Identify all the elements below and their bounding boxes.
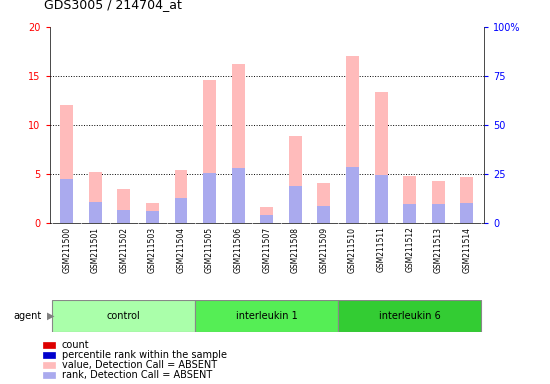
Text: GSM211508: GSM211508 xyxy=(291,227,300,273)
Bar xyxy=(260,207,273,223)
Bar xyxy=(43,342,54,348)
Bar xyxy=(43,372,54,378)
Bar xyxy=(375,175,388,223)
Bar xyxy=(346,167,359,223)
Bar xyxy=(203,173,216,223)
Text: ▶: ▶ xyxy=(47,311,54,321)
Bar xyxy=(60,179,73,223)
Text: interleukin 6: interleukin 6 xyxy=(379,311,441,321)
Bar xyxy=(403,204,416,223)
Bar xyxy=(195,300,338,332)
Bar xyxy=(146,211,159,223)
Text: count: count xyxy=(62,340,89,350)
Text: GSM211511: GSM211511 xyxy=(377,227,386,272)
Bar xyxy=(317,182,331,223)
Text: GSM211510: GSM211510 xyxy=(348,227,357,273)
Text: GSM211505: GSM211505 xyxy=(205,227,214,273)
Bar xyxy=(338,300,481,332)
Bar xyxy=(232,168,245,223)
Text: control: control xyxy=(107,311,141,321)
Text: GSM211506: GSM211506 xyxy=(234,227,243,273)
Bar xyxy=(60,105,73,223)
Text: GDS3005 / 214704_at: GDS3005 / 214704_at xyxy=(44,0,182,12)
Text: agent: agent xyxy=(13,311,41,321)
Bar xyxy=(432,204,445,223)
Bar xyxy=(346,56,359,223)
Bar xyxy=(117,210,130,223)
Text: GSM211502: GSM211502 xyxy=(119,227,128,273)
Bar xyxy=(89,172,102,223)
Text: GSM211507: GSM211507 xyxy=(262,227,271,273)
Text: GSM211501: GSM211501 xyxy=(91,227,100,273)
Text: rank, Detection Call = ABSENT: rank, Detection Call = ABSENT xyxy=(62,370,212,380)
Text: percentile rank within the sample: percentile rank within the sample xyxy=(62,350,227,360)
Bar xyxy=(52,300,195,332)
Bar xyxy=(43,362,54,368)
Bar xyxy=(317,206,331,223)
Bar xyxy=(232,64,245,223)
Bar xyxy=(117,189,130,223)
Bar xyxy=(89,202,102,223)
Bar xyxy=(289,187,302,223)
Bar xyxy=(260,215,273,223)
Text: GSM211513: GSM211513 xyxy=(434,227,443,273)
Bar xyxy=(43,352,54,358)
Bar xyxy=(432,180,445,223)
Text: value, Detection Call = ABSENT: value, Detection Call = ABSENT xyxy=(62,360,217,370)
Bar xyxy=(375,93,388,223)
Bar xyxy=(203,80,216,223)
Text: GSM211514: GSM211514 xyxy=(463,227,471,273)
Text: interleukin 1: interleukin 1 xyxy=(236,311,298,321)
Bar xyxy=(146,203,159,223)
Text: GSM211503: GSM211503 xyxy=(148,227,157,273)
Text: GSM211509: GSM211509 xyxy=(320,227,328,273)
Text: GSM211500: GSM211500 xyxy=(62,227,71,273)
Text: GSM211504: GSM211504 xyxy=(177,227,185,273)
Bar xyxy=(403,176,416,223)
Bar xyxy=(289,136,302,223)
Text: GSM211512: GSM211512 xyxy=(405,227,414,272)
Bar xyxy=(460,177,474,223)
Bar xyxy=(460,203,474,223)
Bar xyxy=(174,170,188,223)
Bar xyxy=(174,198,188,223)
